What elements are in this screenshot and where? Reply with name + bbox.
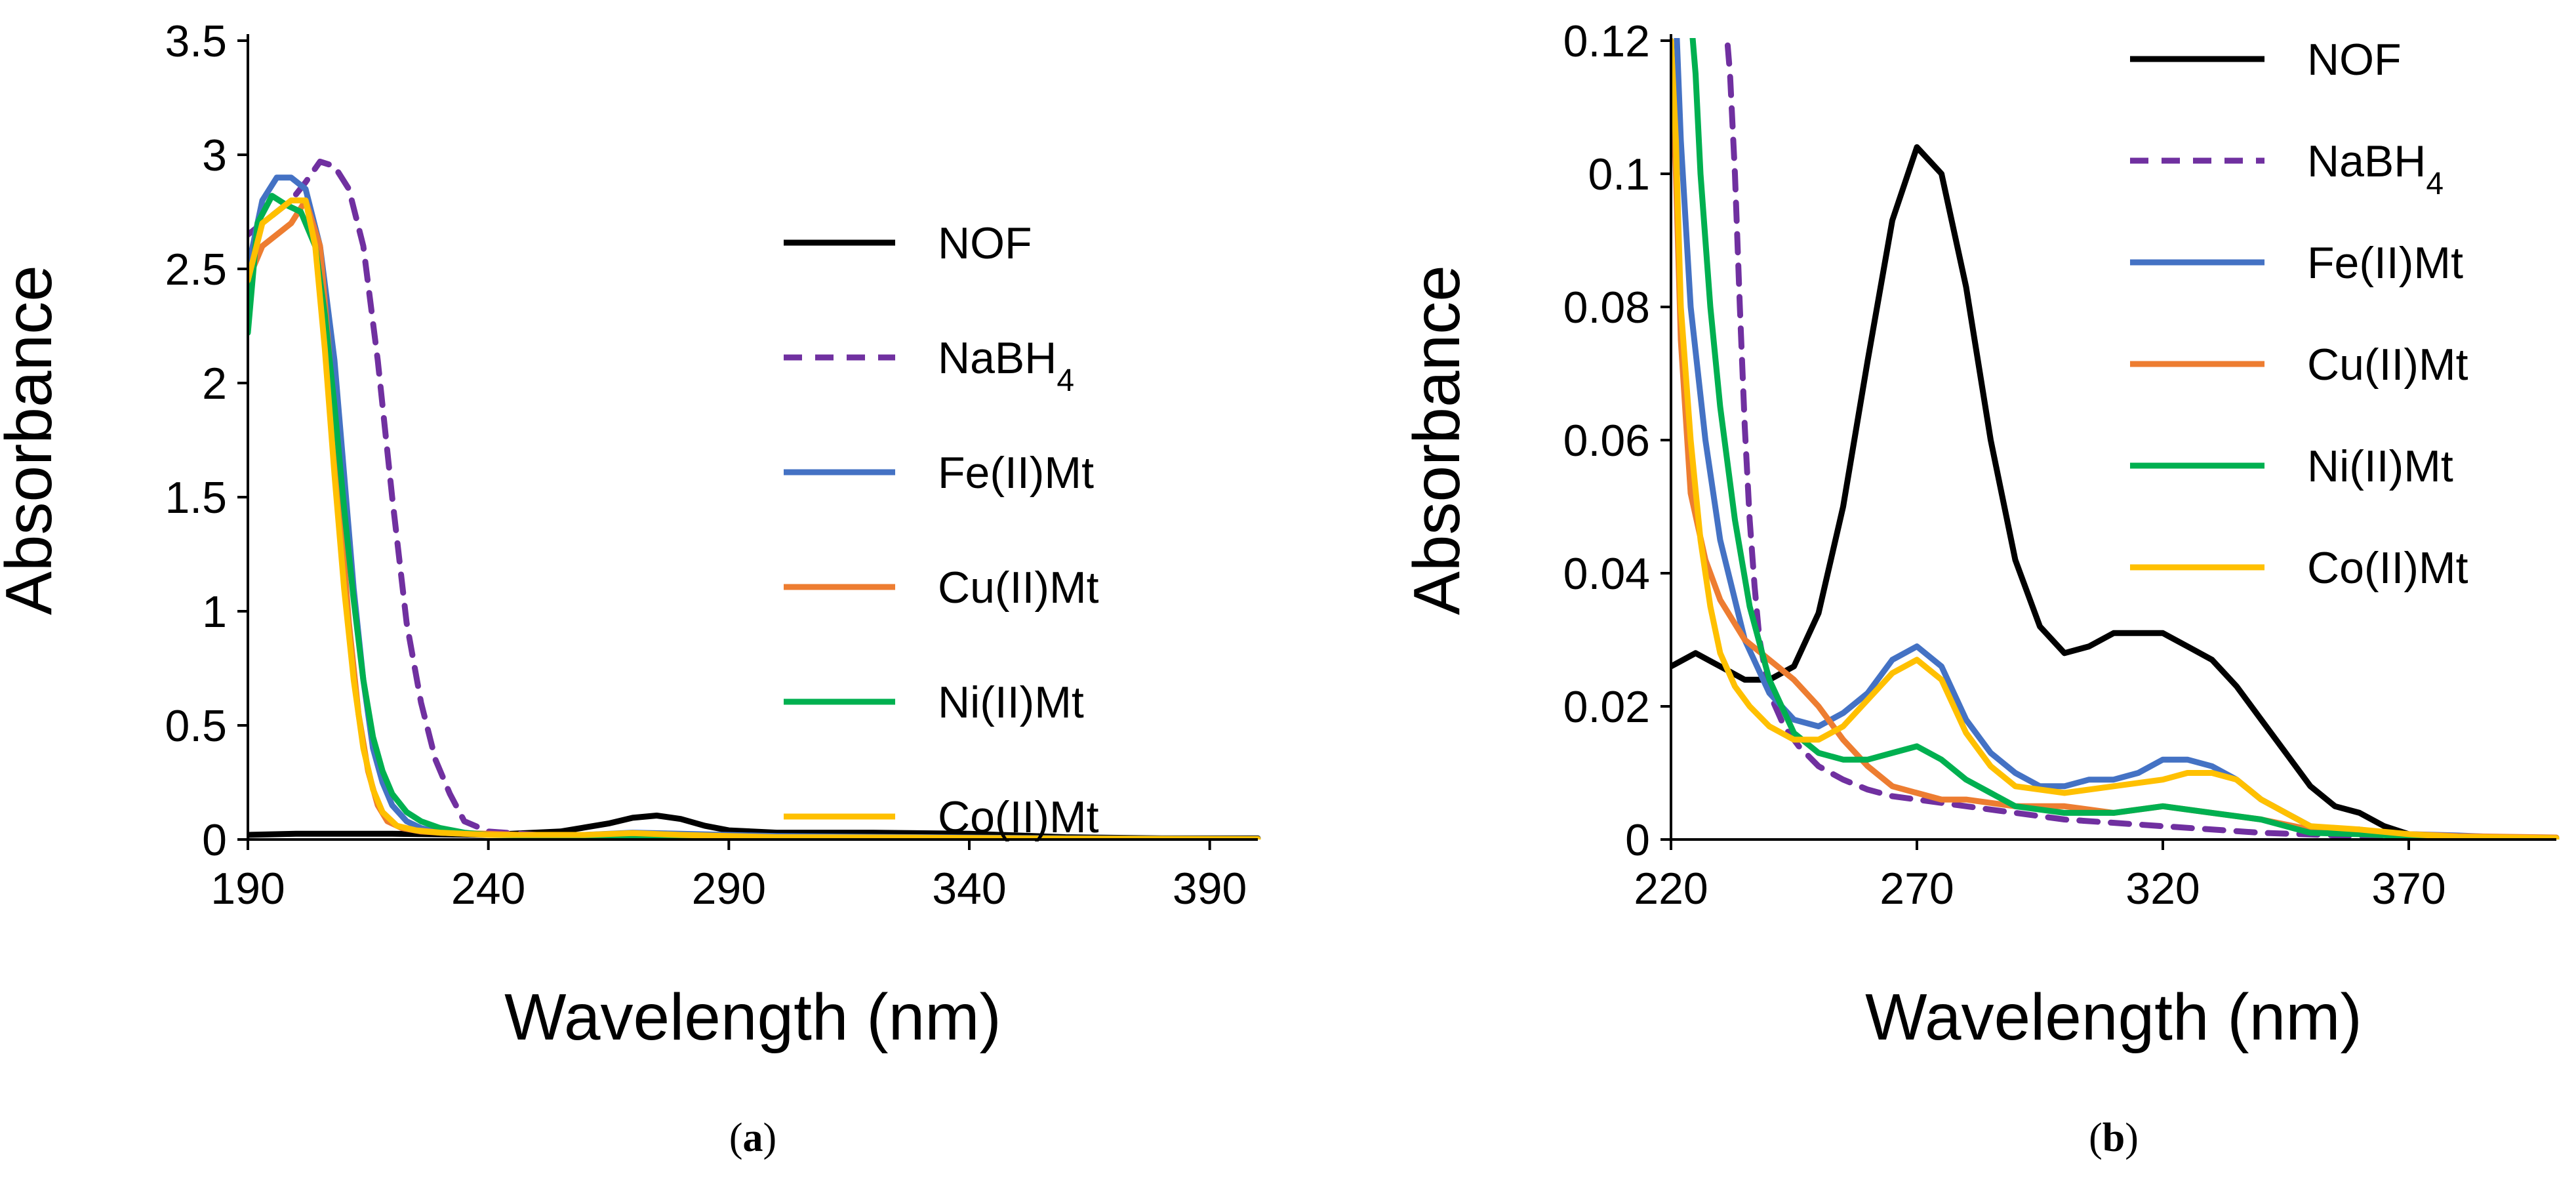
y-tick-label: 0.12 [1563, 16, 1650, 66]
series-line-co-ii-mt [1671, 38, 2560, 839]
y-tick-label: 0.02 [1563, 682, 1650, 732]
y-tick-label: 0 [1625, 815, 1650, 865]
series-line-ni-ii-mt [1689, 38, 2560, 839]
x-tick-label: 390 [1173, 864, 1247, 914]
legend-label-subscript: 4 [2426, 167, 2444, 201]
x-axis-title: Wavelength (nm) [1865, 981, 2362, 1054]
legend: NOF NaBH4 Fe(II)Mt Cu(II)Mt Ni(II)Mt Co(II)Mt [784, 218, 1099, 842]
x-tick-label: 340 [932, 864, 1006, 914]
legend-label: Fe(II)Mt [2307, 238, 2463, 288]
panel-label: (b) [2089, 1116, 2139, 1160]
legend-label: Fe(II)Mt [938, 448, 1094, 498]
series-line-fe-ii-mt [248, 174, 1261, 839]
y-tick-label: 3.5 [165, 16, 227, 66]
x-tick-label: 270 [1880, 864, 1954, 914]
y-tick-label: 0.08 [1563, 283, 1650, 333]
panel-label-letter: a [743, 1116, 763, 1160]
legend-label: Co(II)Mt [2307, 543, 2468, 593]
series-line-co-ii-mt [248, 197, 1261, 839]
series-lines [1671, 38, 2560, 839]
y-tick-label: 2.5 [165, 245, 227, 294]
y-tick-label: 2 [202, 359, 227, 409]
legend: NOF NaBH4 Fe(II)Mt Cu(II)Mt Ni(II)Mt Co(II)Mt [2130, 35, 2468, 593]
x-tick-label: 220 [1634, 864, 1708, 914]
series-line-nabh4 [1723, 38, 2560, 839]
x-tick-label: 290 [692, 864, 766, 914]
x-tick-label: 240 [451, 864, 525, 914]
legend-label: NaBH4 [938, 333, 1074, 398]
legend-label: NOF [938, 218, 1032, 268]
panel-label-letter: b [2103, 1116, 2125, 1160]
series-lines [248, 158, 1261, 839]
legend-label: Co(II)Mt [938, 792, 1099, 842]
y-tick-label: 1 [202, 587, 227, 637]
legend-label: NOF [2307, 35, 2402, 85]
y-tick-label: 0 [202, 815, 227, 865]
legend-label: NaBH4 [2307, 136, 2444, 201]
legend-label: Cu(II)Mt [2307, 340, 2468, 390]
x-tick-label: 190 [211, 864, 285, 914]
chart-panel-b: 0 0.02 0.04 0.06 0.08 0.1 0.12 220 270 320 370 Wave… [1400, 16, 2560, 1160]
panel-label: (a) [729, 1116, 776, 1160]
y-tick-label: 0.04 [1563, 549, 1650, 599]
series-line-cu-ii-mt [248, 197, 1261, 839]
y-tick-label: 0.5 [165, 701, 227, 751]
legend-label-subscript: 4 [1057, 363, 1074, 398]
legend-label: Cu(II)Mt [938, 563, 1099, 613]
legend-label: Ni(II)Mt [2307, 441, 2453, 491]
chart-panel-a: 0 0.5 1 1.5 2 2.5 3 3.5 190 240 290 340 390 Wavelengt… [0, 16, 1261, 1160]
y-tick-label: 0.06 [1563, 416, 1650, 466]
x-tick-label: 370 [2371, 864, 2445, 914]
series-line-nabh4 [248, 158, 1261, 839]
y-tick-label: 1.5 [165, 473, 227, 523]
x-axis-title: Wavelength (nm) [504, 981, 1001, 1054]
x-tick-label: 320 [2125, 864, 2200, 914]
y-tick-label: 3 [202, 131, 227, 180]
y-axis-title: Absorbance [1400, 265, 1474, 615]
y-tick-label: 0.1 [1588, 150, 1650, 199]
legend-label: Ni(II)Mt [938, 677, 1084, 727]
series-line-ni-ii-mt [248, 193, 1261, 839]
y-axis-title: Absorbance [0, 265, 66, 615]
